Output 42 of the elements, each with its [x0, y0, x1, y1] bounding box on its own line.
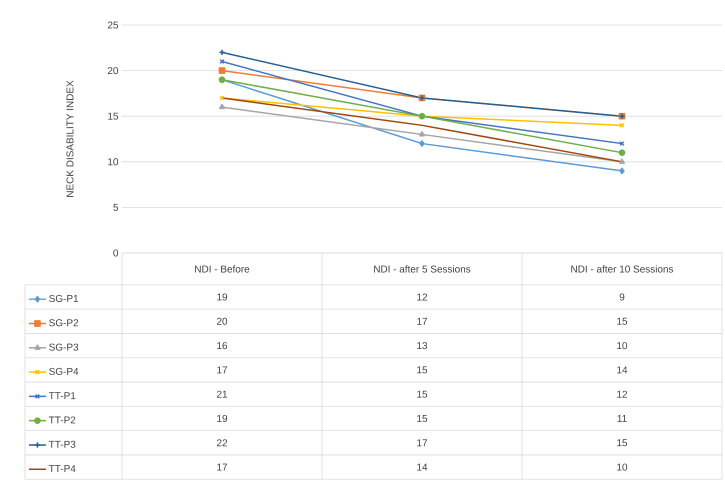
data-label: 16 — [217, 342, 228, 349]
data-label: 13 — [417, 342, 428, 349]
data-label: 17 — [217, 366, 228, 374]
data-label: 15 — [617, 439, 628, 446]
data-label: 17 — [217, 463, 228, 470]
data-label: 17 — [417, 318, 428, 325]
data-label: 12 — [617, 390, 628, 398]
y-tick-label: 25 — [108, 21, 118, 28]
data-label: 12 — [417, 293, 428, 300]
x-tick-label: NDI - after 5 Sessions — [374, 265, 470, 272]
x-tick-label: NDI - after 10 Sessions — [571, 265, 674, 272]
data-label: 14 — [617, 366, 628, 374]
y-tick-label: 15 — [108, 112, 118, 120]
data-label: 17 — [417, 439, 428, 446]
y-tick-label: 5 — [113, 204, 118, 211]
legend-label: TT-P2 — [48, 416, 76, 424]
data-label: 14 — [417, 463, 428, 470]
data-label: 15 — [417, 366, 428, 374]
y-tick-label: 0 — [113, 249, 118, 256]
legend-label: TT-P4 — [48, 464, 76, 472]
data-label: 9 — [620, 293, 624, 300]
y-tick-label: 20 — [108, 66, 118, 74]
data-label: 10 — [617, 342, 628, 349]
data-label: 15 — [417, 414, 428, 422]
legend-label: TT-P3 — [48, 440, 76, 448]
data-label: 11 — [618, 414, 627, 422]
legend-label: SG-P2 — [49, 319, 78, 326]
legend-label: TT-P1 — [48, 392, 76, 399]
data-label: 15 — [417, 390, 428, 398]
x-tick-label: NDI - Before — [195, 265, 250, 272]
data-label: 19 — [217, 293, 228, 300]
legend-label: SG-P1 — [49, 294, 78, 302]
data-label: 20 — [216, 318, 228, 325]
y-axis-title: NECK DISABILITY INDEX — [66, 80, 74, 197]
legend-label: SG-P4 — [49, 368, 78, 375]
data-label: 22 — [216, 439, 228, 446]
data-label: 15 — [617, 318, 628, 325]
legend-label: SG-P3 — [49, 343, 78, 350]
y-tick-label: 10 — [108, 158, 118, 166]
data-label: 21 — [216, 390, 228, 398]
data-label: 10 — [617, 463, 628, 470]
data-label: 19 — [217, 414, 228, 422]
